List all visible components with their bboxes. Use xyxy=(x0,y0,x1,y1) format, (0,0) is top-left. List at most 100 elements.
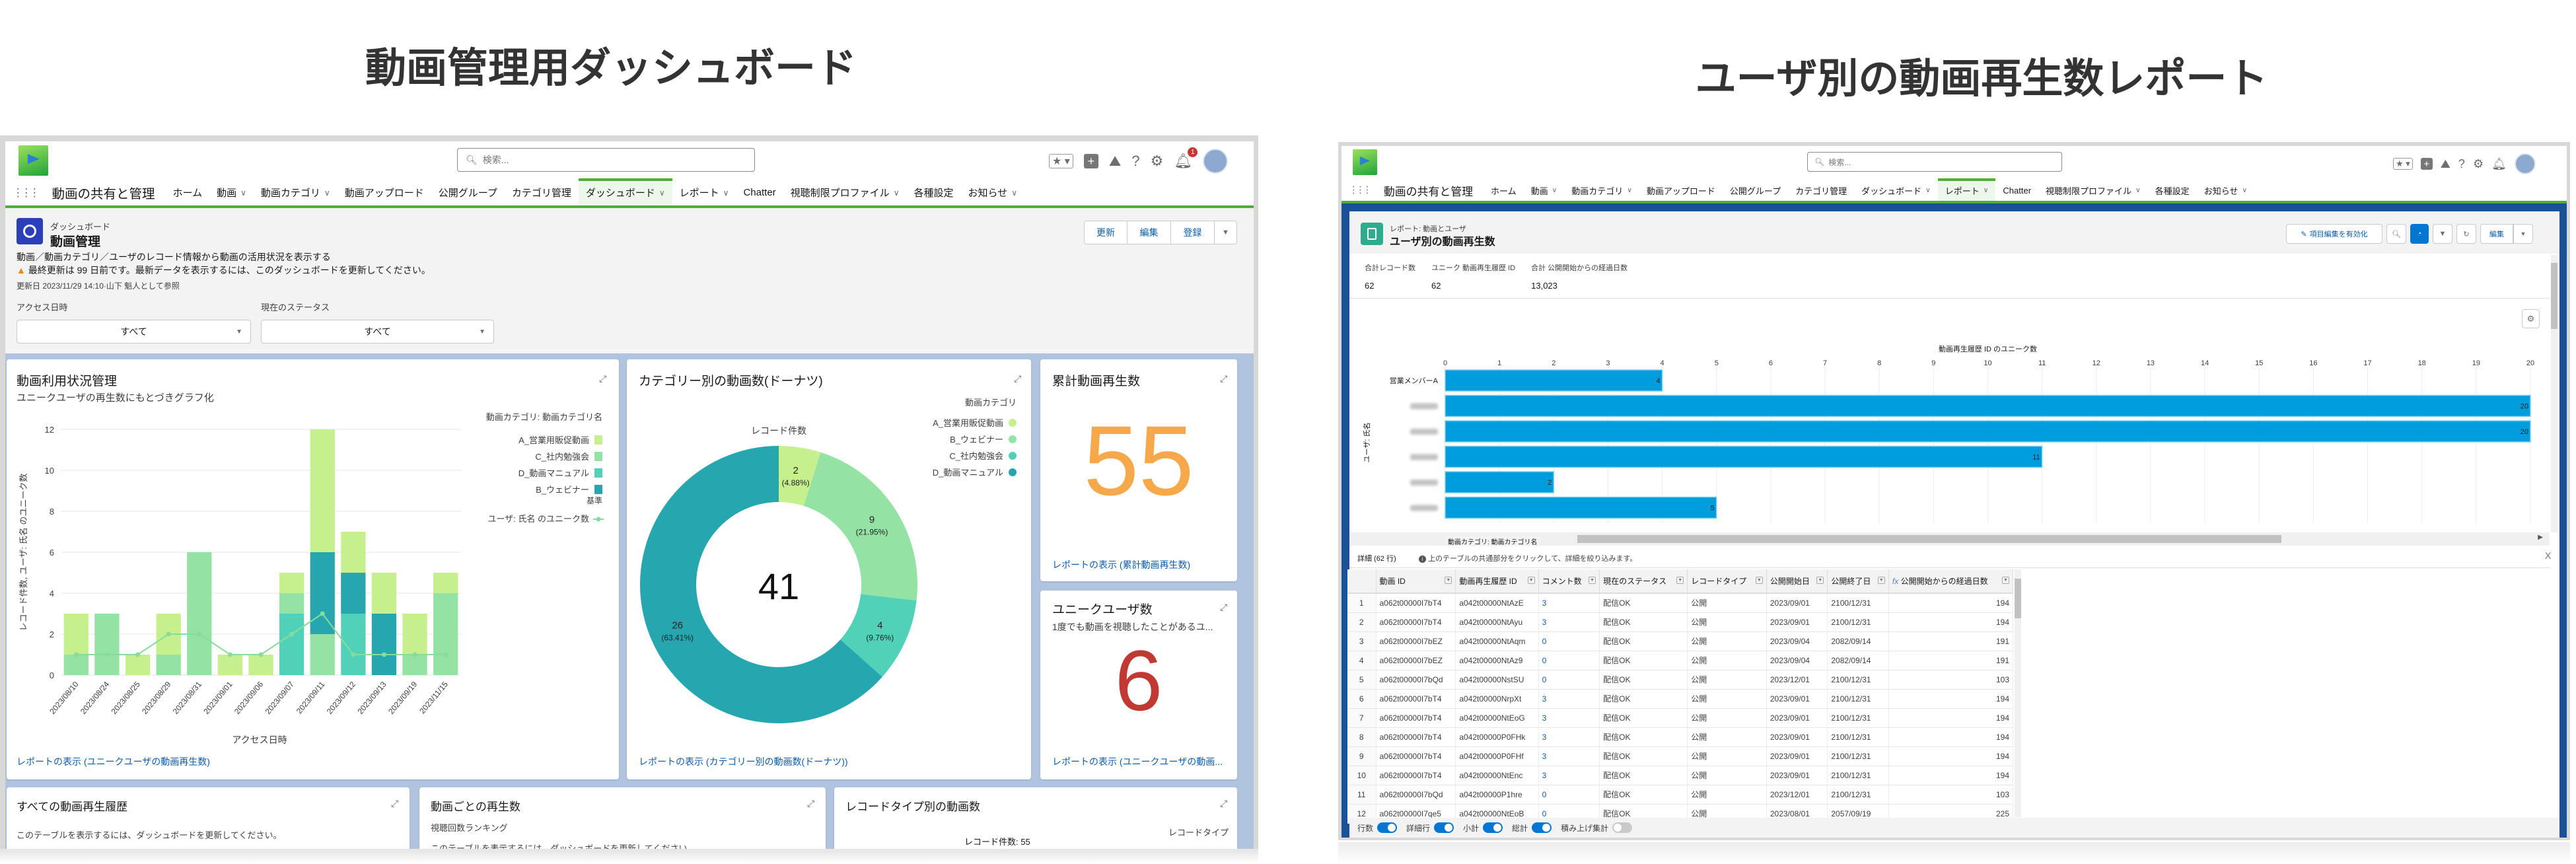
column-menu-icon[interactable]: ▼ xyxy=(1445,577,1452,584)
chevron-down-icon[interactable]: ∨ xyxy=(2242,187,2248,194)
enable-field-edit-button[interactable]: ✎ 項目編集を有効化 xyxy=(2286,224,2382,244)
nav-tab-3[interactable]: 動画アップロード xyxy=(338,178,431,207)
edit-button[interactable]: 編集 xyxy=(2480,224,2513,244)
line-point[interactable] xyxy=(166,631,171,637)
notification-bell-icon[interactable]: 🔔︎ 1 xyxy=(1174,147,1198,170)
view-report-link[interactable]: レポートの表示 (累計動画再生数) xyxy=(1052,559,1191,570)
donut-slice[interactable] xyxy=(840,594,917,677)
view-report-link[interactable]: レポートの表示 (ユニークユーザの動画... xyxy=(1052,756,1223,767)
nav-tab-2[interactable]: 動画カテゴリ ∨ xyxy=(1564,178,1639,202)
bar-segment[interactable] xyxy=(248,655,273,675)
line-point[interactable] xyxy=(227,652,233,657)
table-cell[interactable]: 3 xyxy=(1538,746,1600,766)
column-header[interactable]: レコードタイプ ▼ xyxy=(1687,569,1767,594)
column-menu-icon[interactable]: ▼ xyxy=(1589,577,1596,584)
help-icon[interactable]: ? xyxy=(2458,157,2465,170)
chevron-down-icon[interactable]: ∨ xyxy=(1983,187,1989,194)
table-vertical-scrollbar[interactable] xyxy=(2015,569,2021,817)
bar-segment[interactable] xyxy=(371,614,397,675)
column-header[interactable]: 公開終了日 ▼ xyxy=(1827,569,1889,594)
table-cell[interactable]: 0 xyxy=(1538,785,1600,805)
filter-status-select[interactable]: すべて ▼ xyxy=(261,320,494,343)
donut-slice[interactable] xyxy=(803,452,917,601)
nav-tab-8[interactable]: Chatter xyxy=(1995,178,2038,202)
nav-tab-10[interactable]: 各種設定 xyxy=(2148,178,2197,202)
table-cell[interactable]: 3 xyxy=(1538,689,1600,709)
favorites-star-icon[interactable]: ★ ▾ xyxy=(2393,158,2413,170)
bar-segment[interactable] xyxy=(341,532,366,573)
nav-tab-0[interactable]: ホーム xyxy=(1484,178,1524,202)
nav-tab-6[interactable]: ダッシュボード ∨ xyxy=(578,178,672,207)
toggle-switch[interactable] xyxy=(1612,822,1633,833)
nav-tab-8[interactable]: Chatter xyxy=(736,178,783,207)
nav-tab-10[interactable]: 各種設定 xyxy=(906,178,960,207)
line-point[interactable] xyxy=(351,652,356,657)
table-cell[interactable]: 3 xyxy=(1538,593,1600,613)
column-menu-icon[interactable]: ▼ xyxy=(1755,577,1763,584)
toggle-switch[interactable] xyxy=(1377,822,1398,833)
bar[interactable] xyxy=(1445,369,1663,392)
column-header[interactable]: コメント数 ▼ xyxy=(1538,569,1600,594)
nav-tab-6[interactable]: ダッシュボード ∨ xyxy=(1854,178,1938,202)
view-report-link[interactable]: レポートの表示 (カテゴリー別の動画数(ドーナツ)) xyxy=(639,756,848,767)
line-point[interactable] xyxy=(412,652,417,657)
toggle-switch[interactable] xyxy=(1532,822,1552,833)
table-cell[interactable]: 0 xyxy=(1538,670,1600,690)
line-point[interactable] xyxy=(197,631,202,637)
group-by-label[interactable]: 動画カテゴリ: 動画カテゴリ名 xyxy=(1445,536,1540,546)
filter-access-date-select[interactable]: すべて ▼ xyxy=(17,320,251,343)
refresh-button[interactable]: 更新 xyxy=(1084,221,1127,244)
global-add-icon[interactable]: + xyxy=(1083,154,1098,168)
bar-segment[interactable] xyxy=(402,614,427,655)
edit-button[interactable]: 編集 xyxy=(1127,221,1171,244)
expand-icon[interactable]: ⤢ xyxy=(807,798,815,809)
chevron-down-icon[interactable]: ∨ xyxy=(1925,187,1931,194)
more-actions-button[interactable]: ▼ xyxy=(1215,221,1237,244)
table-row[interactable]: 1 a062t00000I7bT4 a042t00000NtAzE 3 配信OK 公開 20… xyxy=(1347,593,2014,613)
table-row[interactable]: 9 a062t00000I7bT4 a042t00000P0FHf 3 配信OK 公開 20… xyxy=(1347,746,2014,766)
column-header[interactable]: 現在のステータス ▼ xyxy=(1599,569,1688,594)
close-details-icon[interactable]: X xyxy=(2545,550,2552,561)
line-point[interactable] xyxy=(104,652,110,657)
bar[interactable] xyxy=(1445,445,2043,468)
expand-icon[interactable]: ⤢ xyxy=(391,798,399,809)
line-point[interactable] xyxy=(320,611,325,616)
search-input[interactable]: 🔍︎ 検索... xyxy=(1807,152,2062,172)
bar-segment[interactable] xyxy=(433,593,458,675)
bar-segment[interactable] xyxy=(279,573,304,593)
table-row[interactable]: 6 a062t00000I7bT4 a042t00000NrpXt 3 配信OK 公開 20… xyxy=(1347,689,2014,709)
bar-segment[interactable] xyxy=(341,573,366,614)
chart-vertical-scrollbar[interactable] xyxy=(2551,255,2558,532)
more-actions-button[interactable]: ▼ xyxy=(2513,224,2533,244)
chevron-down-icon[interactable]: ∨ xyxy=(1011,188,1017,198)
column-menu-icon[interactable]: ▼ xyxy=(1877,577,1885,584)
view-report-link[interactable]: レポートの表示 (ユニークユーザの動画再生数) xyxy=(17,756,210,767)
trailhead-icon[interactable]: ⛰ xyxy=(2440,157,2451,170)
nav-tab-3[interactable]: 動画アップロード xyxy=(1639,178,1723,202)
bar[interactable] xyxy=(1445,496,1717,519)
column-header[interactable]: fx 公開開始からの経過日数 ▼ xyxy=(1888,569,2014,594)
nav-tab-7[interactable]: レポート ∨ xyxy=(1937,178,1996,202)
setup-gear-icon[interactable]: ⚙ xyxy=(2472,157,2484,170)
nav-tab-5[interactable]: カテゴリ管理 xyxy=(505,178,579,207)
avatar[interactable] xyxy=(1203,149,1229,174)
line-point[interactable] xyxy=(73,652,79,657)
bar-segment[interactable] xyxy=(279,593,304,614)
bar-segment[interactable] xyxy=(341,614,366,675)
bar-segment[interactable] xyxy=(156,655,181,675)
table-row[interactable]: 10 a062t00000I7bT4 a042t00000NtEnc 3 配信OK 公開 2… xyxy=(1347,766,2014,785)
bar[interactable] xyxy=(1445,394,2531,417)
toggle-switch[interactable] xyxy=(1434,822,1454,833)
help-icon[interactable]: ? xyxy=(1131,153,1140,169)
table-row[interactable]: 8 a062t00000I7bT4 a042t00000P0FHk 3 配信OK 公開 20… xyxy=(1347,727,2014,747)
column-header[interactable]: 公開開始日 ▼ xyxy=(1766,569,1828,594)
table-row[interactable]: 5 a062t00000I7bQd a042t00000NstSU 0 配信OK 公開 20… xyxy=(1347,670,2014,690)
bar-segment[interactable] xyxy=(125,655,151,675)
bar-segment[interactable] xyxy=(63,655,89,675)
nav-tab-4[interactable]: 公開グループ xyxy=(1723,178,1788,202)
trailhead-icon[interactable]: ⛰ xyxy=(1108,153,1122,169)
chevron-down-icon[interactable]: ∨ xyxy=(723,188,729,198)
chevron-down-icon[interactable]: ∨ xyxy=(324,188,330,198)
toggle-4[interactable]: 積み上げ集計 xyxy=(1561,822,1633,834)
chevron-down-icon[interactable]: ∨ xyxy=(893,188,900,198)
